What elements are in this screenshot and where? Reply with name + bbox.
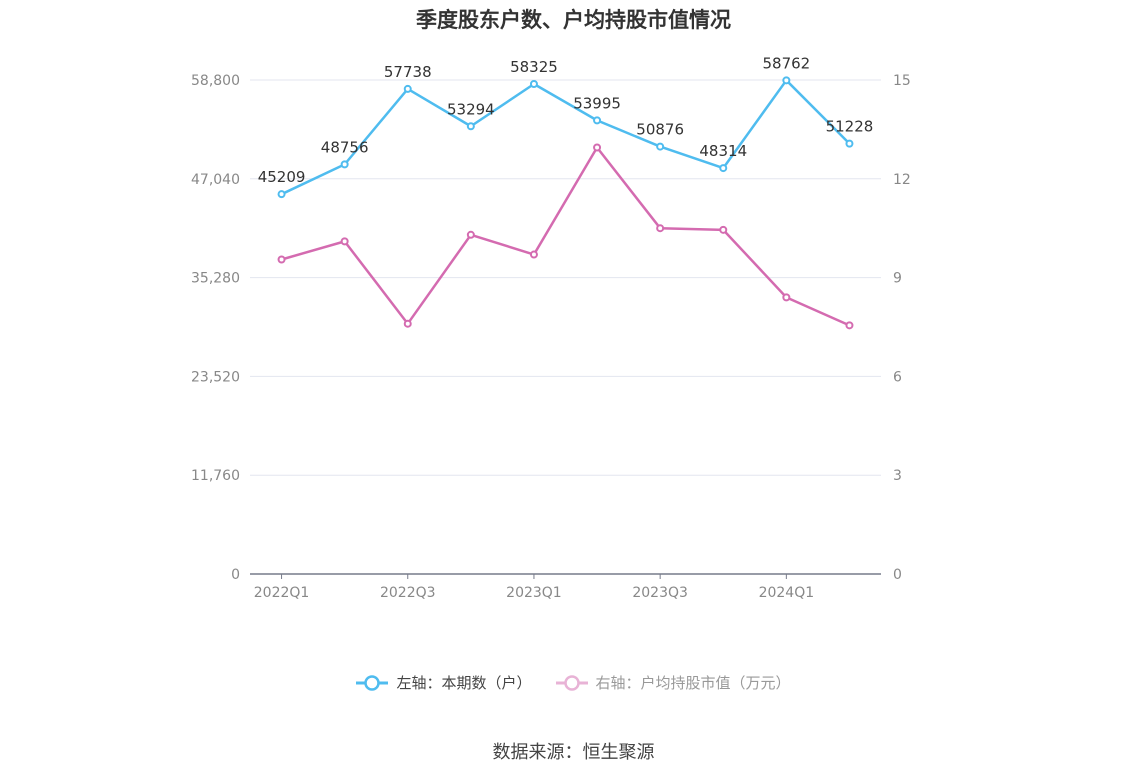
holders-count-point [529, 79, 538, 88]
x-axis-tick-label: 2023Q3 [632, 585, 688, 601]
right-axis-tick-label: 3 [893, 468, 902, 484]
avg-holding-value-line [281, 146, 850, 327]
holders-count-point [719, 164, 728, 173]
data-label: 48314 [699, 142, 747, 160]
data-label: 45209 [258, 168, 306, 186]
holders-count-point [845, 139, 854, 148]
data-label: 50876 [636, 121, 684, 139]
left-axis-tick-label: 23,520 [191, 369, 240, 385]
avg-holding-value-point [719, 225, 728, 234]
right-axis-tick-label: 6 [893, 369, 902, 385]
data-label: 48756 [321, 138, 369, 156]
holders-count-point [782, 76, 791, 85]
holders-count-point [403, 84, 412, 93]
avg-holding-value-point [845, 321, 854, 330]
data-label: 51228 [826, 118, 874, 136]
grid-lines [250, 79, 881, 476]
legend: 左轴：本期数（户） 右轴：户均持股市值（万元） [0, 672, 1147, 693]
left-axis-tick-label: 0 [231, 567, 240, 583]
chart-title: 季度股东户数、户均持股市值情况 [416, 8, 731, 32]
holders-count-line [281, 79, 851, 196]
x-axis-tick-label: 2024Q1 [759, 585, 815, 601]
source-note: 数据来源：恒生聚源 [492, 742, 655, 763]
legend-right-label: 右轴：户均持股市值（万元） [595, 674, 791, 692]
holders-count-point [593, 116, 602, 125]
avg-holding-value-point [277, 255, 286, 264]
right-axis-tick-label: 15 [893, 73, 911, 89]
avg-holding-value-point [403, 319, 412, 328]
left-axis-tick-label: 58,800 [191, 73, 240, 89]
data-label: 57738 [384, 63, 432, 81]
legend-right-line-icon [555, 674, 588, 691]
x-axis-tick-label: 2022Q3 [380, 585, 436, 601]
left-axis-tick-label: 47,040 [191, 172, 240, 188]
holders-count-point [656, 142, 665, 151]
right-axis-tick-label: 12 [893, 172, 911, 188]
avg-holding-value-point [656, 224, 665, 233]
legend-left-line-icon [356, 674, 389, 691]
left-axis-tick-label: 35,280 [191, 271, 240, 287]
avg-holding-value-point [340, 237, 349, 246]
holders-count-point [277, 190, 286, 199]
avg-holding-value-point [466, 230, 475, 239]
data-labels: 45209 48756 57738 53294 58325 53995 50876 48314… [258, 54, 874, 186]
left-axis-tick-label: 11,760 [191, 468, 240, 484]
avg-holding-value-point [529, 250, 538, 259]
holders-count-point [340, 160, 349, 169]
legend-item-right[interactable]: 右轴：户均持股市值（万元） [555, 672, 791, 693]
right-axis-tick-label: 0 [893, 567, 902, 583]
x-axis-tick-label: 2023Q1 [506, 585, 562, 601]
avg-holding-value-point [593, 143, 602, 152]
series [277, 76, 854, 330]
axes: 0 0 11,760 3 23,520 6 35,280 9 47,040 12 58,800 15 2… [191, 73, 911, 601]
data-label: 58762 [762, 54, 810, 72]
legend-item-left[interactable]: 左轴：本期数（户） [356, 672, 532, 693]
data-label: 53995 [573, 94, 621, 112]
legend-left-label: 左轴：本期数（户） [396, 674, 532, 692]
holders-count-point [466, 122, 475, 131]
x-axis-tick-label: 2022Q1 [254, 585, 310, 601]
data-label: 53294 [447, 100, 495, 118]
right-axis-tick-label: 9 [893, 271, 902, 287]
avg-holding-value-point [782, 293, 791, 302]
data-label: 58325 [510, 58, 558, 76]
